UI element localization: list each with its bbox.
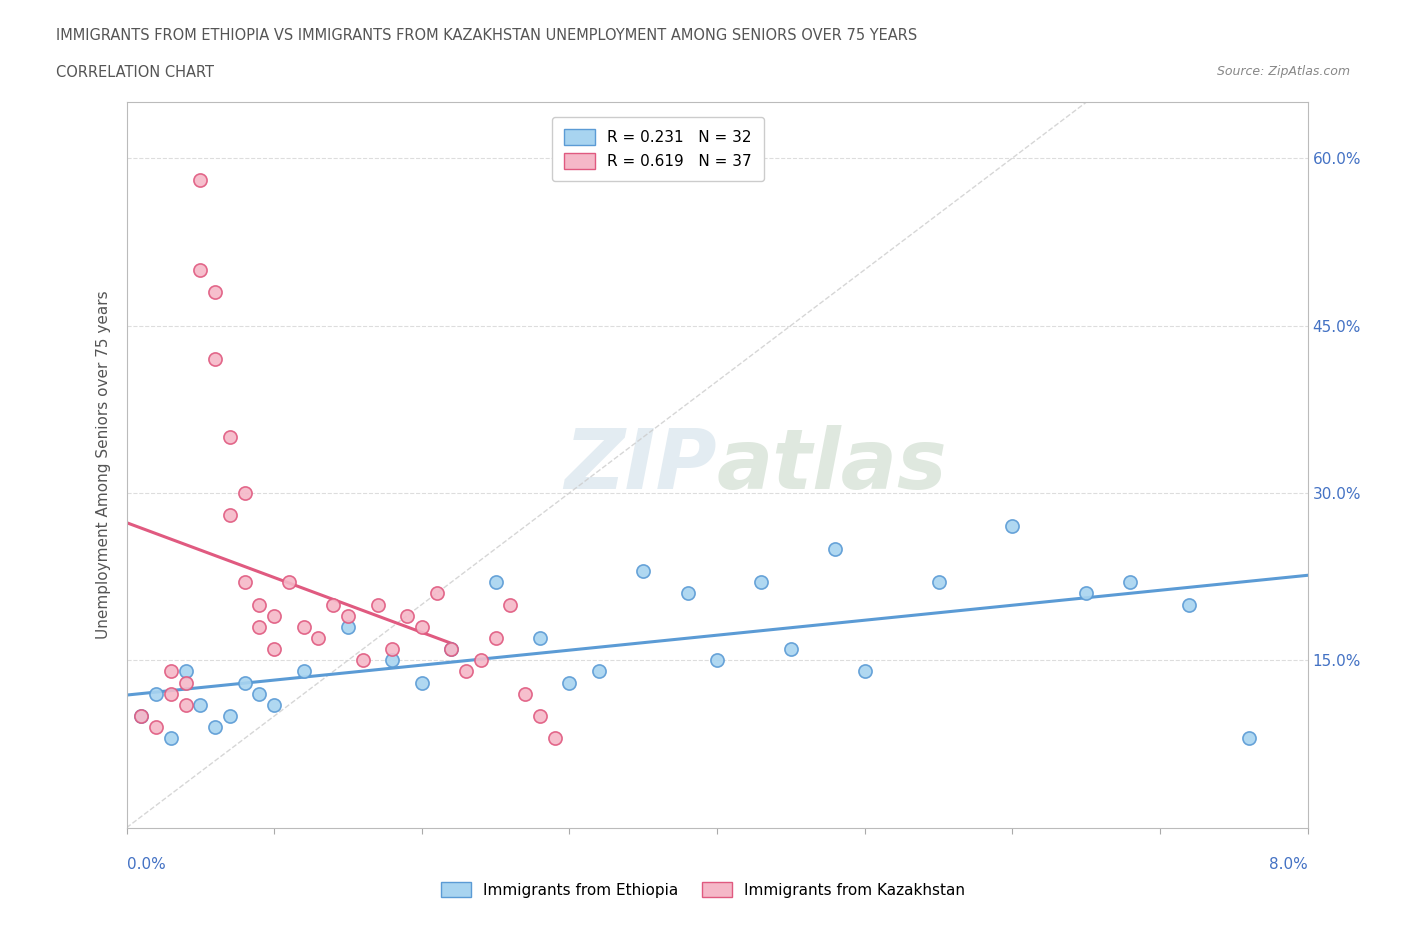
Point xyxy=(676,586,699,601)
Point xyxy=(484,575,508,590)
Point xyxy=(233,575,256,590)
Text: IMMIGRANTS FROM ETHIOPIA VS IMMIGRANTS FROM KAZAKHSTAN UNEMPLOYMENT AMONG SENIOR: IMMIGRANTS FROM ETHIOPIA VS IMMIGRANTS F… xyxy=(56,28,918,43)
Point xyxy=(247,619,270,634)
Point xyxy=(263,608,285,623)
Point xyxy=(411,675,433,690)
Text: ZIP: ZIP xyxy=(564,424,717,506)
Point xyxy=(219,709,242,724)
Point xyxy=(233,675,256,690)
Point xyxy=(160,686,183,701)
Point xyxy=(411,619,433,634)
Point xyxy=(160,731,183,746)
Point xyxy=(529,631,551,645)
Point xyxy=(337,608,360,623)
Point xyxy=(484,631,508,645)
Point xyxy=(337,619,360,634)
Point xyxy=(129,709,153,724)
Point xyxy=(188,173,211,188)
Point xyxy=(174,664,197,679)
Legend: Immigrants from Ethiopia, Immigrants from Kazakhstan: Immigrants from Ethiopia, Immigrants fro… xyxy=(434,875,972,904)
Legend: R = 0.231   N = 32, R = 0.619   N = 37: R = 0.231 N = 32, R = 0.619 N = 37 xyxy=(553,117,763,181)
Point xyxy=(188,698,211,712)
Point xyxy=(145,686,167,701)
Y-axis label: Unemployment Among Seniors over 75 years: Unemployment Among Seniors over 75 years xyxy=(96,291,111,639)
Point xyxy=(396,608,419,623)
Point xyxy=(751,575,773,590)
Point xyxy=(278,575,301,590)
Point xyxy=(174,698,197,712)
Text: 8.0%: 8.0% xyxy=(1268,857,1308,871)
Point xyxy=(779,642,801,657)
Point xyxy=(1001,519,1024,534)
Point xyxy=(454,664,477,679)
Point xyxy=(322,597,344,612)
Text: atlas: atlas xyxy=(717,424,948,506)
Point xyxy=(440,642,463,657)
Point xyxy=(263,642,285,657)
Point xyxy=(824,541,846,556)
Text: Source: ZipAtlas.com: Source: ZipAtlas.com xyxy=(1216,65,1350,78)
Point xyxy=(247,686,270,701)
Text: 0.0%: 0.0% xyxy=(127,857,166,871)
Point xyxy=(247,597,270,612)
Point xyxy=(129,709,153,724)
Point xyxy=(558,675,581,690)
Point xyxy=(1076,586,1098,601)
Point xyxy=(515,686,537,701)
Point xyxy=(633,564,655,578)
Point xyxy=(204,720,226,735)
Point xyxy=(352,653,374,668)
Point xyxy=(440,642,463,657)
Point xyxy=(706,653,728,668)
Point xyxy=(174,675,197,690)
Point xyxy=(366,597,388,612)
Point xyxy=(529,709,551,724)
Point xyxy=(853,664,876,679)
Point xyxy=(1178,597,1201,612)
Point xyxy=(233,485,256,500)
Point xyxy=(381,653,404,668)
Point xyxy=(219,508,242,523)
Point xyxy=(292,619,315,634)
Point xyxy=(543,731,565,746)
Text: CORRELATION CHART: CORRELATION CHART xyxy=(56,65,214,80)
Point xyxy=(307,631,329,645)
Point xyxy=(204,352,226,366)
Point xyxy=(588,664,610,679)
Point xyxy=(292,664,315,679)
Point xyxy=(1237,731,1260,746)
Point xyxy=(204,285,226,299)
Point xyxy=(160,664,183,679)
Point xyxy=(263,698,285,712)
Point xyxy=(219,430,242,445)
Point xyxy=(1119,575,1142,590)
Point xyxy=(928,575,950,590)
Point xyxy=(425,586,447,601)
Point xyxy=(188,262,211,277)
Point xyxy=(145,720,167,735)
Point xyxy=(470,653,492,668)
Point xyxy=(381,642,404,657)
Point xyxy=(499,597,522,612)
